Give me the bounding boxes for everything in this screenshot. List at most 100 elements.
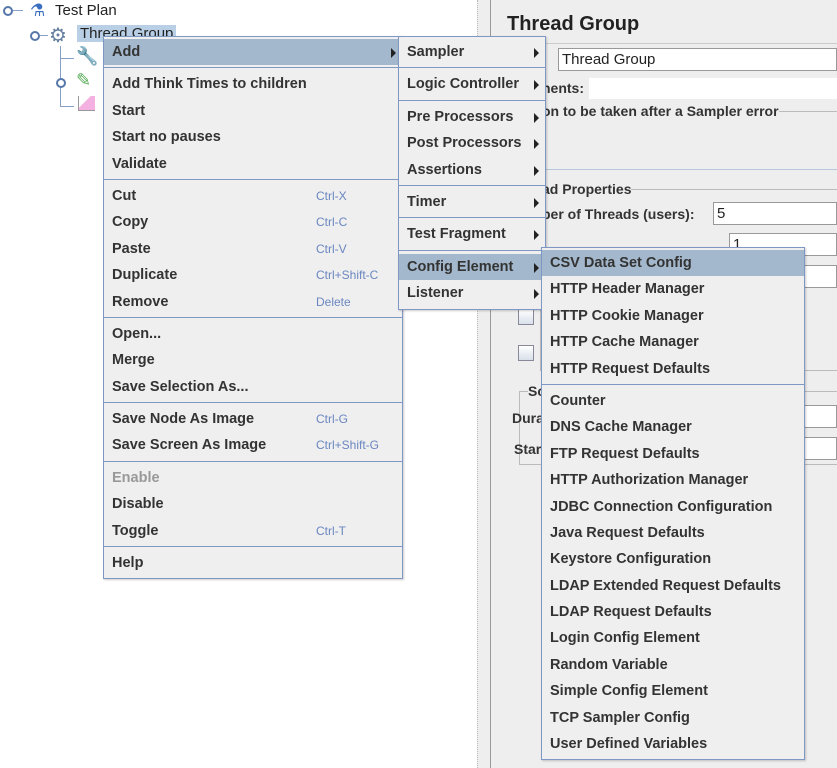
- menu-item-random-variable[interactable]: Random Variable: [542, 652, 804, 678]
- menu-item-label: Pre Processors: [407, 108, 514, 125]
- expand-toggle-icon[interactable]: [3, 6, 13, 16]
- gear-icon: ⚙: [49, 25, 67, 47]
- menu-item-save-node-as-image[interactable]: Save Node As Image Ctrl-G: [104, 406, 402, 432]
- menu-item-http-cookie-manager[interactable]: HTTP Cookie Manager: [542, 303, 804, 329]
- menu-item-http-cache-manager[interactable]: HTTP Cache Manager: [542, 329, 804, 355]
- pipette-icon[interactable]: ✎: [76, 70, 92, 90]
- menu-item-enable[interactable]: Enable: [104, 465, 402, 491]
- menu-item-merge[interactable]: Merge: [104, 347, 402, 373]
- menu-item-start[interactable]: Start: [104, 98, 402, 124]
- menu-item-label: Random Variable: [550, 656, 668, 673]
- comments-field[interactable]: [589, 78, 837, 99]
- menu-item-post-processors[interactable]: Post Processors: [399, 130, 545, 156]
- menu-item-label: LDAP Request Defaults: [550, 604, 712, 621]
- menu-item-ldap-request-defaults[interactable]: LDAP Request Defaults: [542, 599, 804, 625]
- config-element-submenu: CSV Data Set Config HTTP Header Manager HT…: [541, 247, 805, 761]
- menu-item-save-selection-as[interactable]: Save Selection As...: [104, 374, 402, 400]
- menu-item-paste[interactable]: Paste Ctrl-V: [104, 236, 402, 262]
- menu-item-add[interactable]: Add: [104, 39, 402, 66]
- menu-item-logic-controller[interactable]: Logic Controller: [399, 71, 545, 97]
- menu-item-http-authorization-manager[interactable]: HTTP Authorization Manager: [542, 467, 804, 493]
- menu-item-duplicate[interactable]: Duplicate Ctrl+Shift-C: [104, 262, 402, 288]
- menu-item-label: Merge: [112, 352, 155, 369]
- menu-item-http-header-manager[interactable]: HTTP Header Manager: [542, 276, 804, 302]
- menu-item-disable[interactable]: Disable: [104, 491, 402, 517]
- comments-label: nents:: [542, 80, 584, 96]
- duration-label: Dura: [512, 410, 544, 426]
- menu-item-listener[interactable]: Listener: [399, 280, 545, 306]
- menu-item-label: Validate: [112, 155, 167, 172]
- submenu-arrow-icon: [534, 48, 539, 58]
- expand-toggle-icon[interactable]: [30, 31, 40, 41]
- tree-node-test-plan[interactable]: Test Plan: [55, 2, 117, 19]
- threads-field[interactable]: 5: [713, 202, 837, 225]
- shortcut-label: Delete: [316, 294, 351, 309]
- sampler-error-label: on to be taken after a Sampler error: [542, 103, 779, 119]
- menu-item-copy[interactable]: Copy Ctrl-C: [104, 209, 402, 235]
- menu-item-keystore-configuration[interactable]: Keystore Configuration: [542, 546, 804, 572]
- checkbox[interactable]: [518, 309, 534, 325]
- checkbox[interactable]: [518, 345, 534, 361]
- menu-separator: [104, 177, 402, 183]
- menu-item-label: Login Config Element: [550, 630, 700, 647]
- menu-item-remove[interactable]: Remove Delete: [104, 289, 402, 315]
- shortcut-label: Ctrl-V: [316, 241, 347, 256]
- name-field[interactable]: Thread Group: [558, 48, 837, 71]
- menu-item-config-element[interactable]: Config Element: [399, 253, 545, 281]
- threads-label: ber of Threads (users):: [542, 206, 695, 222]
- shortcut-label: Ctrl-G: [316, 412, 348, 427]
- menu-item-help[interactable]: Help: [104, 550, 402, 576]
- submenu-arrow-icon: [534, 230, 539, 241]
- menu-item-label: Start no pauses: [112, 129, 221, 146]
- menu-item-add-think-times-to-children[interactable]: Add Think Times to children: [104, 71, 402, 97]
- menu-item-user-defined-variables[interactable]: User Defined Variables: [542, 731, 804, 757]
- menu-item-start-no-pauses[interactable]: Start no pauses: [104, 124, 402, 150]
- menu-item-validate[interactable]: Validate: [104, 151, 402, 177]
- menu-item-login-config-element[interactable]: Login Config Element: [542, 625, 804, 651]
- menu-item-label: HTTP Header Manager: [550, 281, 705, 298]
- thread-group-panel: Thread Group : Thread Group nents: on to…: [492, 0, 837, 768]
- menu-item-label: TCP Sampler Config: [550, 709, 690, 726]
- menu-item-csv-data-set-config[interactable]: CSV Data Set Config: [542, 250, 804, 277]
- menu-item-label: Duplicate: [112, 267, 178, 284]
- menu-item-simple-config-element[interactable]: Simple Config Element: [542, 678, 804, 704]
- menu-item-ldap-extended-request-defaults[interactable]: LDAP Extended Request Defaults: [542, 573, 804, 599]
- menu-item-dns-cache-manager[interactable]: DNS Cache Manager: [542, 414, 804, 440]
- menu-separator: [104, 459, 402, 465]
- menu-item-label: LDAP Extended Request Defaults: [550, 577, 781, 594]
- menu-item-tcp-sampler-config[interactable]: TCP Sampler Config: [542, 705, 804, 731]
- menu-item-sampler[interactable]: Sampler: [399, 39, 545, 65]
- menu-item-assertions[interactable]: Assertions: [399, 157, 545, 183]
- menu-item-timer[interactable]: Timer: [399, 189, 545, 215]
- menu-item-ftp-request-defaults[interactable]: FTP Request Defaults: [542, 441, 804, 467]
- menu-item-label: Logic Controller: [407, 76, 519, 93]
- shortcut-label: Ctrl-T: [316, 523, 346, 538]
- shortcut-label: Ctrl+Shift-C: [316, 268, 379, 283]
- shortcut-label: Ctrl+Shift-G: [316, 438, 380, 453]
- tools-icon[interactable]: 🔧: [76, 46, 99, 66]
- menu-item-test-fragment[interactable]: Test Fragment: [399, 221, 545, 247]
- menu-item-label: HTTP Authorization Manager: [550, 472, 749, 489]
- submenu-arrow-icon: [534, 80, 539, 91]
- menu-item-label: Help: [112, 555, 144, 572]
- menu-item-java-request-defaults[interactable]: Java Request Defaults: [542, 520, 804, 546]
- menu-item-cut[interactable]: Cut Ctrl-X: [104, 183, 402, 209]
- menu-item-label: Timer: [407, 193, 447, 210]
- menu-item-save-screen-as-image[interactable]: Save Screen As Image Ctrl+Shift-G: [104, 432, 402, 458]
- menu-separator: [399, 215, 545, 221]
- graph-icon[interactable]: [78, 96, 95, 111]
- menu-item-label: Open...: [112, 325, 162, 342]
- menu-item-jdbc-connection-configuration[interactable]: JDBC Connection Configuration: [542, 494, 804, 520]
- menu-item-http-request-defaults[interactable]: HTTP Request Defaults: [542, 356, 804, 382]
- menu-item-open[interactable]: Open...: [104, 321, 402, 347]
- menu-item-label: Config Element: [407, 258, 514, 275]
- menu-item-label: Toggle: [112, 522, 159, 539]
- menu-item-label: Assertions: [407, 161, 482, 178]
- menu-item-label: Test Fragment: [407, 226, 506, 243]
- expand-toggle-icon[interactable]: [56, 78, 66, 88]
- menu-item-label: Listener: [407, 285, 464, 302]
- menu-item-label: Paste: [112, 240, 151, 257]
- menu-item-toggle[interactable]: Toggle Ctrl-T: [104, 518, 402, 544]
- menu-item-counter[interactable]: Counter: [542, 388, 804, 414]
- menu-item-pre-processors[interactable]: Pre Processors: [399, 104, 545, 130]
